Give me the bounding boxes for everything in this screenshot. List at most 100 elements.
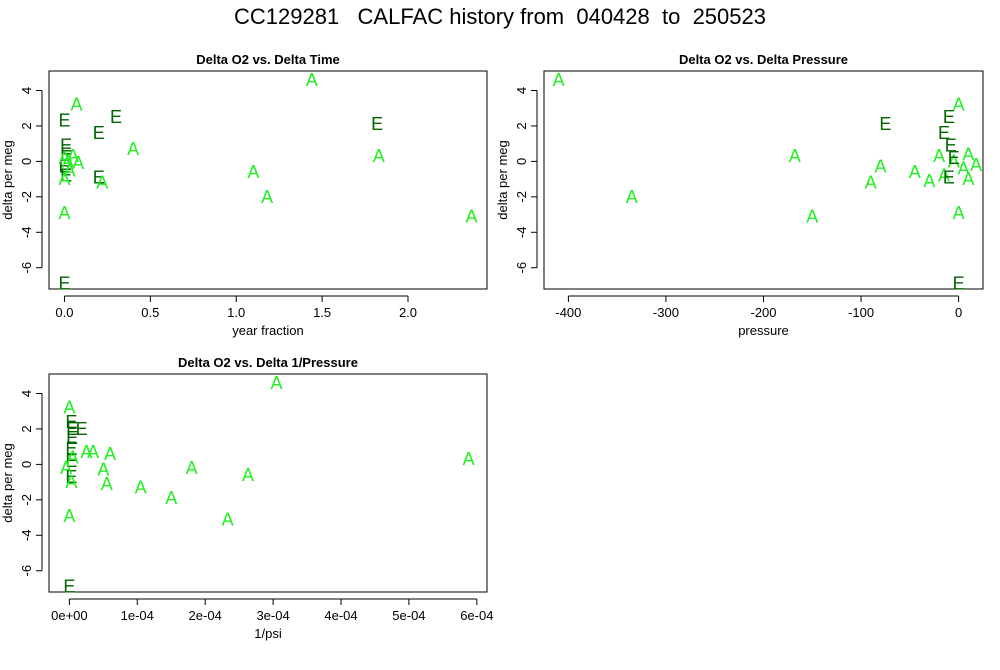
data-point-A: A — [789, 146, 801, 166]
data-point-A: A — [553, 70, 565, 90]
data-point-A: A — [64, 160, 76, 180]
x-tick-label: -100 — [848, 305, 874, 320]
data-point-A: A — [135, 477, 147, 497]
data-point-A: A — [62, 151, 74, 171]
chart-1: Delta O2 vs. Delta Time 0.0 0.5 1.0 1.5 2.0 ye… — [0, 52, 488, 338]
data-point-E: E — [66, 419, 78, 439]
data-point-A: A — [186, 458, 198, 478]
data-point-A: A — [247, 162, 259, 182]
x-tick-label: 4e-04 — [324, 608, 357, 623]
data-point-A: A — [87, 442, 99, 462]
data-point-A: A — [127, 139, 139, 159]
y-tick-label: -4 — [19, 530, 34, 542]
data-point-A: A — [953, 203, 965, 223]
data-point-A: A — [261, 187, 273, 207]
chart-3: Delta O2 vs. Delta 1/Pressure 0e+00 1e-04 2… — [0, 355, 493, 641]
y-axis-label: delta per meg — [495, 140, 510, 220]
y-tick-label: 0 — [19, 461, 34, 468]
y-tick-label: -6 — [514, 262, 529, 274]
plot-frame — [48, 373, 488, 593]
data-point-E: E — [943, 167, 955, 187]
data-point-A: A — [58, 169, 70, 189]
data-point-E: E — [938, 123, 950, 143]
data-point-A: A — [923, 171, 935, 191]
x-tick-label: -200 — [750, 305, 776, 320]
data-point-A: A — [962, 144, 974, 164]
x-tick-label: 1e-04 — [121, 608, 154, 623]
data-point-E: E — [65, 467, 77, 487]
data-point-E: E — [943, 107, 955, 127]
data-point-A: A — [96, 173, 108, 193]
data-point-A: A — [466, 206, 478, 226]
x-tick-label: 2.0 — [399, 305, 417, 320]
data-point-E: E — [63, 577, 75, 597]
data-point-E: E — [60, 144, 72, 164]
data-point-A: A — [306, 70, 318, 90]
y-tick-label: -6 — [19, 262, 34, 274]
data-point-E: E — [66, 428, 78, 448]
data-point-E: E — [58, 157, 70, 177]
data-point-A: A — [806, 206, 818, 226]
x-tick-label: -400 — [555, 305, 581, 320]
data-point-A: A — [909, 162, 921, 182]
data-point-A: A — [222, 509, 234, 529]
y-tick-label: 4 — [19, 87, 34, 94]
y-tick-label: -4 — [19, 227, 34, 239]
x-tick-label: -300 — [653, 305, 679, 320]
chart-title: Delta O2 vs. Delta Pressure — [679, 52, 848, 67]
data-point-A: A — [953, 95, 965, 115]
data-point-A: A — [67, 146, 79, 166]
y-axis-label: delta per meg — [0, 443, 15, 523]
data-point-A: A — [67, 447, 79, 467]
data-point-E: E — [76, 419, 88, 439]
data-point-E: E — [60, 166, 72, 186]
data-point-E: E — [945, 135, 957, 155]
x-tick-label: 3e-04 — [256, 608, 289, 623]
data-point-A: A — [948, 151, 960, 171]
data-point-A: A — [865, 173, 877, 193]
data-point-E: E — [948, 148, 960, 168]
data-point-A: A — [65, 472, 77, 492]
data-point-A: A — [242, 465, 254, 485]
y-tick-label: 0 — [19, 158, 34, 165]
x-axis-label: 1/psi — [254, 626, 282, 641]
x-axis: -400 -300 -200 -100 0 — [555, 295, 962, 320]
plot-frame — [48, 70, 488, 290]
y-axis: -6 -4 -2 0 2 4 — [19, 390, 43, 577]
y-tick-label: 2 — [19, 122, 34, 129]
data-point-E: E — [65, 451, 77, 471]
x-tick-label: 2e-04 — [189, 608, 222, 623]
data-point-E: E — [93, 167, 105, 187]
data-point-E: E — [58, 274, 70, 294]
y-tick-label: -6 — [19, 565, 34, 577]
data-point-A: A — [63, 506, 75, 526]
y-tick-label: 2 — [514, 122, 529, 129]
data-point-E: E — [65, 438, 77, 458]
x-tick-label: 0 — [955, 305, 962, 320]
y-axis-label: delta per meg — [0, 140, 15, 220]
x-tick-label: 6e-04 — [460, 608, 493, 623]
data-point-A: A — [101, 474, 113, 494]
data-point-A: A — [97, 460, 109, 480]
y-axis: -6 -4 -2 0 2 4 — [19, 87, 43, 274]
y-tick-label: 4 — [514, 87, 529, 94]
data-point-A: A — [875, 157, 887, 177]
x-tick-label: 1.5 — [313, 305, 331, 320]
data-point-A: A — [933, 146, 945, 166]
y-tick-label: -4 — [514, 227, 529, 239]
page-title: CC129281 CALFAC history from 040428 to 2… — [234, 4, 766, 29]
data-point-E: E — [65, 412, 77, 432]
data-point-E: E — [371, 114, 383, 134]
data-point-A: A — [270, 373, 282, 393]
data-point-A: A — [70, 95, 82, 115]
data-point-A: A — [104, 444, 116, 464]
y-tick-label: -2 — [19, 191, 34, 203]
y-tick-label: 0 — [514, 158, 529, 165]
data-point-A: A — [60, 458, 72, 478]
x-axis-label: year fraction — [232, 323, 304, 338]
data-point-A: A — [962, 169, 974, 189]
